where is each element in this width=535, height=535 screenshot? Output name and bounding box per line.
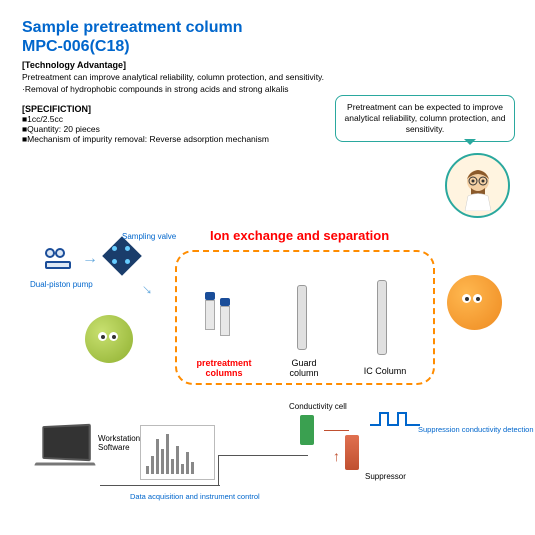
pretreatment-label: pretreatment columns xyxy=(194,358,254,378)
valve-dots-icon xyxy=(112,246,132,266)
ic-column-label: IC Column xyxy=(355,366,415,376)
conductivity-label: Conductivity cell xyxy=(289,402,347,411)
guard-label: Guard column xyxy=(279,358,329,378)
guard-column-icon xyxy=(297,285,307,350)
dual-piston-pump-icon xyxy=(45,245,75,267)
connector-line xyxy=(218,455,308,456)
connector-line xyxy=(100,485,220,486)
title-line-2: MPC-006(C18) xyxy=(22,37,535,56)
tech-advantage-section: [Technology Advantage] Pretreatment can … xyxy=(0,56,535,94)
tech-advantage-label: [Technology Advantage] xyxy=(22,60,535,70)
conductivity-cell-icon xyxy=(300,415,314,445)
data-acquisition-label: Data acquisition and instrument control xyxy=(130,492,260,501)
workstation-label: Workstation Software xyxy=(98,435,140,453)
tech-desc-2: ·Removal of hydrophobic compounds in str… xyxy=(22,84,535,94)
green-character-icon xyxy=(85,315,133,363)
arrow-icon: ↑ xyxy=(333,448,340,464)
tech-desc-1: Pretreatment can improve analytical reli… xyxy=(22,72,535,82)
ion-exchange-label: Ion exchange and separation xyxy=(210,228,389,243)
suppressor-label: Suppressor xyxy=(365,472,406,481)
pretreatment-column-icon xyxy=(220,298,230,336)
ic-column-icon xyxy=(377,280,387,355)
scientist-icon xyxy=(445,153,510,218)
laptop-icon xyxy=(40,425,95,467)
suppressor-icon xyxy=(345,435,359,470)
scientist-callout: Pretreatment can be expected to improve … xyxy=(335,95,515,142)
connector-line xyxy=(324,430,349,431)
chromatogram-icon xyxy=(140,425,215,480)
flow-arrow-icon: → xyxy=(82,250,98,268)
detection-wave-icon xyxy=(370,410,425,430)
connector-line xyxy=(218,455,219,485)
page-title: Sample pretreatment column MPC-006(C18) xyxy=(0,0,535,56)
scd-label: Suppression conductivity detection xyxy=(418,425,534,434)
speech-bubble: Pretreatment can be expected to improve … xyxy=(335,95,515,142)
flow-diagram: Dual-piston pump Sampling valve → → Ion … xyxy=(0,220,535,535)
orange-character-icon xyxy=(447,275,502,330)
pretreatment-column-icon xyxy=(205,292,215,330)
flow-arrow-icon: → xyxy=(136,277,160,301)
pump-label: Dual-piston pump xyxy=(30,280,93,289)
valve-label: Sampling valve xyxy=(122,232,176,241)
title-line-1: Sample pretreatment column xyxy=(22,18,535,37)
